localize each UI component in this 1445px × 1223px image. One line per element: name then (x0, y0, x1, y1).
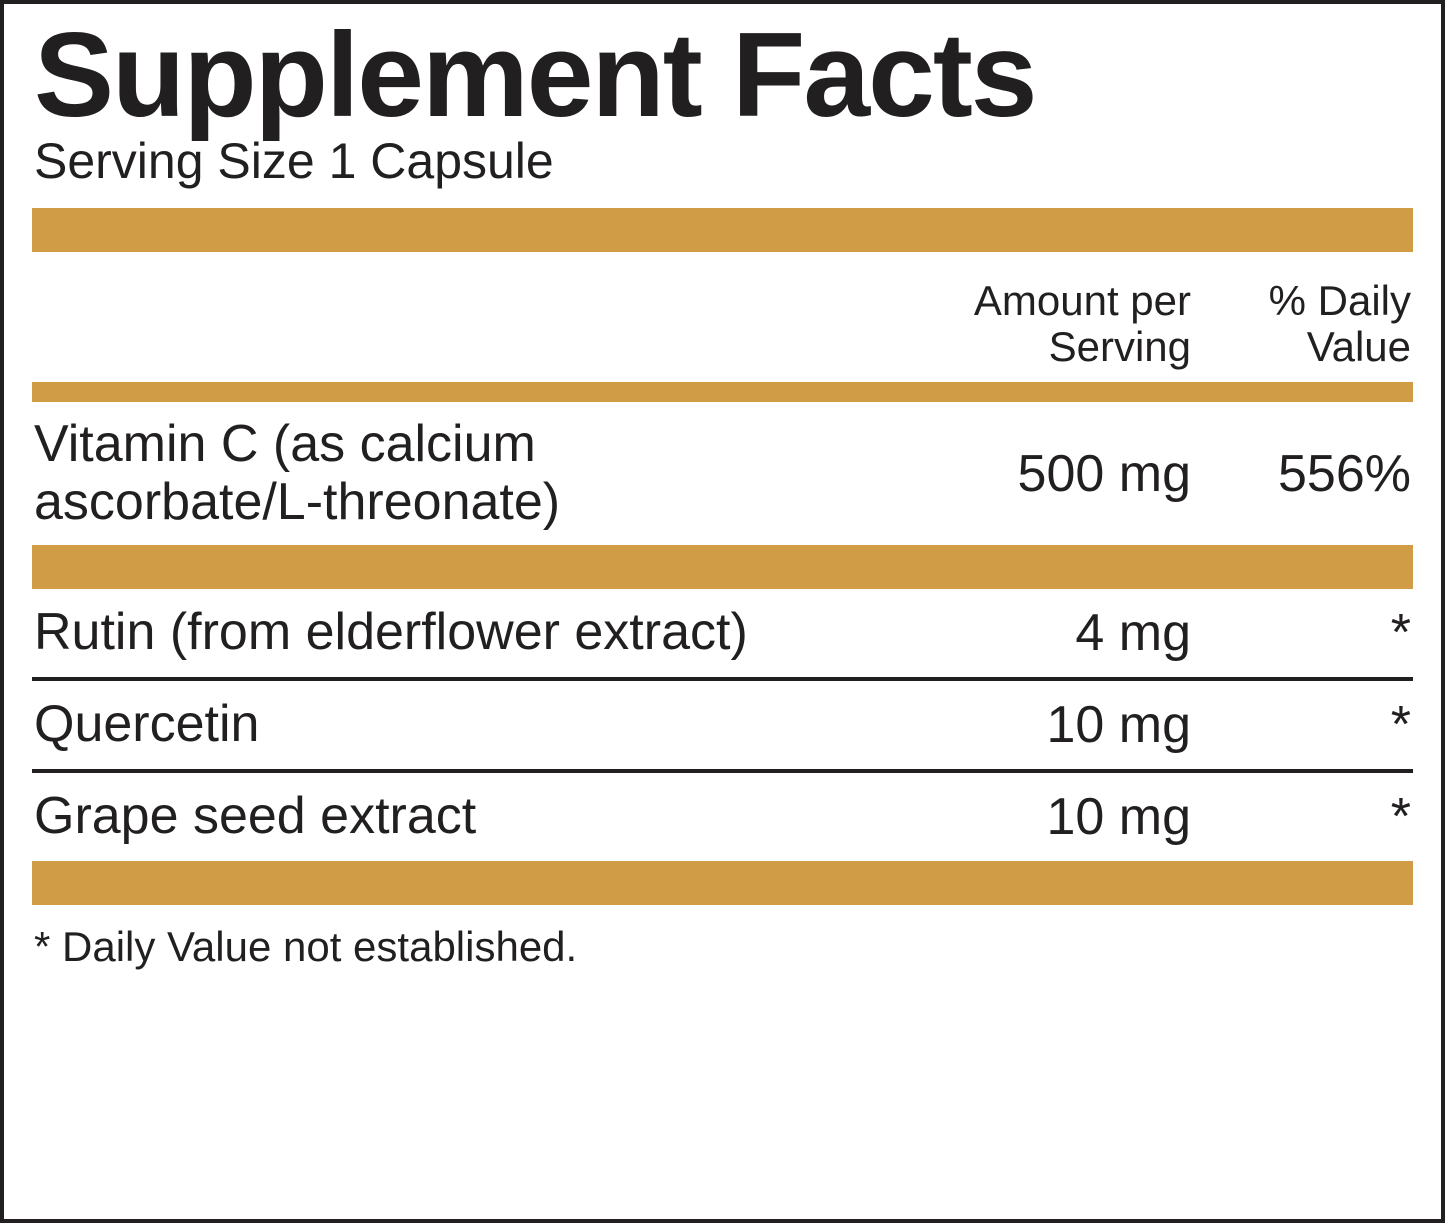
header-amount-line1: Amount per (974, 277, 1191, 324)
ingredient-amount: 500 mg (891, 444, 1191, 504)
header-dv-line2: Value (1307, 323, 1411, 370)
accent-bar (32, 208, 1413, 252)
ingredient-amount: 4 mg (891, 603, 1191, 663)
accent-bar (32, 382, 1413, 402)
accent-bar (32, 861, 1413, 905)
ingredient-dv: * (1191, 787, 1411, 847)
ingredient-dv: * (1191, 695, 1411, 755)
ingredient-name: Vitamin C (as calcium ascorbate/L-threon… (34, 416, 891, 530)
header-amount: Amount per Serving (891, 278, 1191, 370)
ingredient-dv: * (1191, 603, 1411, 663)
ingredient-name: Rutin (from elderflower extract) (34, 604, 891, 661)
ingredient-name-line: Vitamin C (as calcium (34, 415, 536, 473)
ingredient-dv: 556% (1191, 444, 1411, 504)
table-row: Grape seed extract 10 mg * (34, 773, 1411, 861)
ingredient-name-line: ascorbate/L-threonate) (34, 473, 560, 531)
header-dv: % Daily Value (1191, 278, 1411, 370)
ingredient-amount: 10 mg (891, 695, 1191, 755)
column-headers: Amount per Serving % Daily Value (34, 252, 1411, 382)
table-row: Vitamin C (as calcium ascorbate/L-threon… (34, 402, 1411, 544)
panel-title: Supplement Facts (34, 12, 1411, 138)
header-amount-line2: Serving (1049, 323, 1191, 370)
table-row: Quercetin 10 mg * (34, 681, 1411, 769)
ingredient-amount: 10 mg (891, 787, 1191, 847)
header-dv-line1: % Daily (1269, 277, 1411, 324)
footnote: * Daily Value not established. (34, 905, 1411, 971)
accent-bar (32, 545, 1413, 589)
table-row: Rutin (from elderflower extract) 4 mg * (34, 589, 1411, 677)
ingredient-name: Quercetin (34, 696, 891, 753)
serving-size: Serving Size 1 Capsule (34, 132, 1411, 190)
ingredient-name: Grape seed extract (34, 788, 891, 845)
supplement-facts-panel: Supplement Facts Serving Size 1 Capsule … (0, 0, 1445, 1223)
